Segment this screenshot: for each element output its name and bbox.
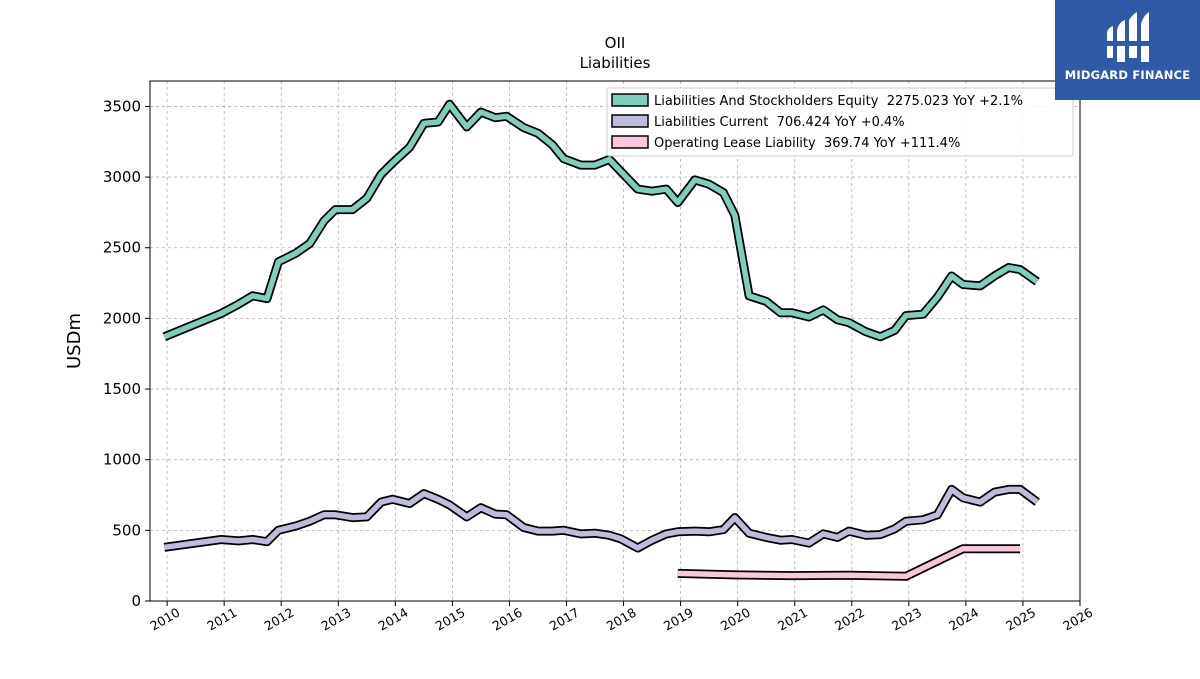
- x-tick-label: 2022: [832, 605, 867, 634]
- x-tick-label: 2018: [604, 605, 639, 634]
- y-tick-label: 2500: [103, 239, 141, 257]
- legend-label-current: Liabilities Current 706.424 YoY +0.4%: [654, 115, 905, 130]
- x-tick-label: 2019: [661, 605, 696, 634]
- x-tick-label: 2013: [319, 605, 354, 634]
- legend-swatch-current: [611, 114, 649, 128]
- brand-logo: MIDGARD FINANCE: [1055, 0, 1200, 100]
- legend-label-equity: Liabilities And Stockholders Equity 2275…: [654, 94, 1023, 109]
- legend-item-lease: Operating Lease Liability 369.74 YoY +11…: [611, 135, 960, 151]
- y-tick-label: 1500: [103, 380, 141, 398]
- x-tick-label: 2010: [147, 605, 182, 634]
- y-tick-label: 3500: [103, 97, 141, 115]
- legend-item-equity: Liabilities And Stockholders Equity 2275…: [611, 93, 1023, 109]
- x-tick-label: 2014: [376, 605, 411, 634]
- legend-swatch-equity: [611, 93, 649, 107]
- plot-frame: [149, 80, 1081, 602]
- x-tick-label: 2015: [433, 605, 468, 634]
- series-line-current: [163, 484, 1040, 553]
- x-axis-ticks: 2010 2011 2012 2013 2014 2015 2016 2017 2018 2019…: [147, 601, 1095, 634]
- series-line-fill: [163, 486, 1039, 551]
- brand-name: MIDGARD FINANCE: [1064, 68, 1191, 82]
- x-tick-label: 2016: [490, 605, 525, 634]
- series-line-fill: [163, 101, 1039, 340]
- x-tick-label: 2024: [946, 605, 981, 634]
- y-tick-label: 0: [131, 592, 141, 610]
- series-line-fill: [677, 545, 1021, 580]
- x-tick-label: 2026: [1060, 605, 1095, 634]
- y-tick-label: 3000: [103, 168, 141, 186]
- x-tick-label: 2017: [547, 605, 582, 634]
- x-tick-label: 2023: [889, 605, 924, 634]
- series-line-lease: [677, 544, 1021, 581]
- y-tick-label: 2000: [103, 309, 141, 327]
- y-tick-label: 1000: [103, 451, 141, 469]
- legend-item-current: Liabilities Current 706.424 YoY +0.4%: [611, 114, 905, 130]
- x-tick-label: 2025: [1003, 605, 1038, 634]
- legend-box: [606, 87, 1074, 157]
- legend-label-lease: Operating Lease Liability 369.74 YoY +11…: [654, 136, 960, 151]
- x-tick-label: 2012: [261, 605, 296, 634]
- midgard-logo-icon: [1105, 12, 1151, 62]
- legend: Liabilities And Stockholders Equity 2275…: [606, 87, 1074, 157]
- y-axis-label: USDm: [64, 313, 85, 369]
- x-tick-label: 2021: [775, 605, 810, 634]
- series-lines: [162, 99, 1040, 581]
- x-tick-label: 2020: [718, 605, 753, 634]
- y-axis-ticks: 0 500 1000 1500 2000 2500 3000 3500: [103, 97, 150, 610]
- y-tick-label: 500: [112, 521, 141, 539]
- legend-swatch-lease: [611, 135, 649, 149]
- series-line-equity: [162, 99, 1040, 342]
- chart-subtitle: Liabilities: [580, 54, 651, 72]
- x-tick-label: 2011: [204, 605, 239, 634]
- chart-title: OII: [605, 34, 626, 52]
